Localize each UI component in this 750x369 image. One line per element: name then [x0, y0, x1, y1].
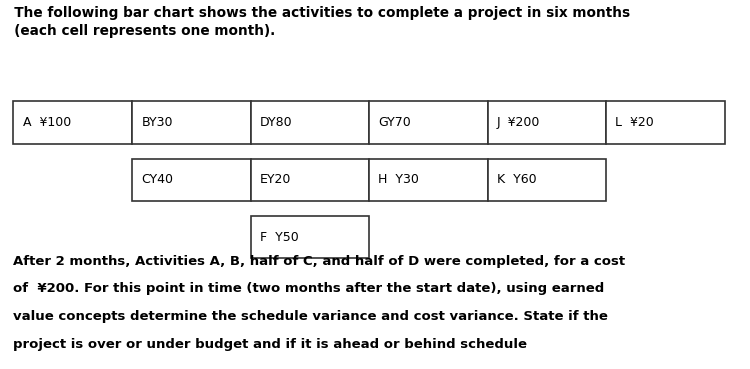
Text: The following bar chart shows the activities to complete a project in six months: The following bar chart shows the activi…	[0, 6, 630, 20]
Bar	[369, 101, 488, 144]
Text: H  Y30: H Y30	[379, 173, 419, 186]
Text: EY20: EY20	[260, 173, 291, 186]
Text: L  ¥20: L ¥20	[616, 116, 654, 129]
Bar	[369, 159, 488, 201]
Text: of  ¥200. For this point in time (two months after the start date), using earned: of ¥200. For this point in time (two mon…	[13, 282, 604, 295]
Text: F  Y50: F Y50	[260, 231, 299, 244]
Text: DY80: DY80	[260, 116, 292, 129]
Bar	[13, 101, 132, 144]
Text: J  ¥200: J ¥200	[497, 116, 540, 129]
Bar	[251, 101, 369, 144]
Bar	[251, 159, 369, 201]
Bar	[251, 216, 369, 258]
Bar	[132, 159, 251, 201]
Text: After 2 months, Activities A, B, half of C, and half of D were completed, for a : After 2 months, Activities A, B, half of…	[13, 255, 626, 268]
Text: GY70: GY70	[379, 116, 411, 129]
Bar	[488, 159, 606, 201]
Bar	[606, 101, 724, 144]
Text: value concepts determine the schedule variance and cost variance. State if the: value concepts determine the schedule va…	[13, 310, 608, 323]
Text: project is over or under budget and if it is ahead or behind schedule: project is over or under budget and if i…	[13, 338, 527, 351]
Text: BY30: BY30	[142, 116, 173, 129]
Bar	[488, 101, 606, 144]
Text: CY40: CY40	[142, 173, 173, 186]
Text: K  Y60: K Y60	[497, 173, 536, 186]
Text: (each cell represents one month).: (each cell represents one month).	[0, 24, 275, 38]
Text: A  ¥100: A ¥100	[23, 116, 71, 129]
Bar	[132, 101, 251, 144]
